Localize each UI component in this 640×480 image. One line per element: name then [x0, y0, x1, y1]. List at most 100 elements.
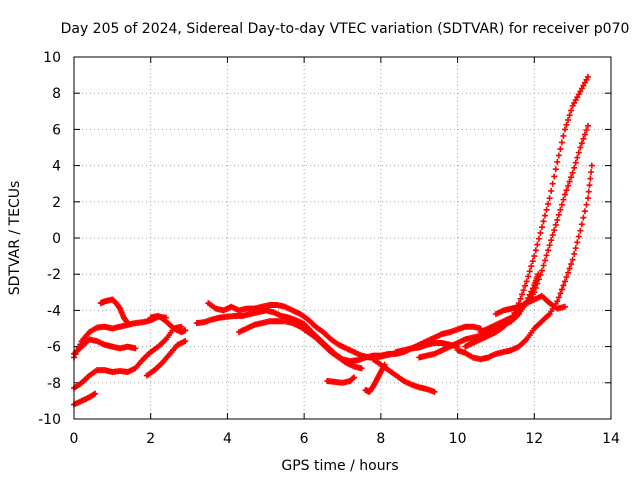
y-tick-label: -2	[47, 267, 61, 283]
y-tick-label: 6	[52, 122, 61, 138]
data-point	[537, 229, 544, 236]
y-tick-label: -6	[47, 340, 61, 356]
data-point	[588, 169, 595, 176]
x-tick-label: 14	[602, 431, 620, 447]
data-point	[182, 327, 189, 334]
data-point	[548, 237, 555, 244]
data-point	[178, 323, 185, 330]
data-point	[569, 169, 576, 176]
data-point	[529, 258, 536, 265]
x-tick-label: 4	[223, 431, 232, 447]
data-point	[538, 224, 545, 231]
series-arc-4	[71, 390, 99, 408]
data-point	[551, 173, 558, 180]
y-tick-label: 10	[43, 50, 61, 66]
data-point	[575, 149, 582, 156]
data-point	[557, 145, 564, 152]
series-arc-11	[324, 374, 358, 386]
data-point	[548, 187, 555, 194]
data-point	[540, 262, 547, 269]
series-arc-10	[235, 318, 365, 372]
data-point	[542, 257, 549, 264]
data-point	[358, 365, 365, 372]
data-point	[560, 196, 567, 203]
data-point	[578, 140, 585, 147]
y-tick-label: 8	[52, 86, 61, 102]
data-point	[566, 178, 573, 185]
x-tick-label: 2	[146, 431, 155, 447]
data-point	[574, 154, 581, 161]
data-point	[537, 271, 544, 278]
data-point	[519, 291, 526, 298]
data-point	[534, 280, 541, 287]
series-arc-19	[492, 292, 568, 318]
data-point	[566, 265, 573, 272]
series-arc-2	[71, 336, 139, 357]
data-point	[542, 212, 549, 219]
data-point	[588, 162, 595, 169]
data-point	[132, 345, 139, 352]
data-point	[534, 241, 541, 248]
data-point	[555, 152, 562, 159]
data-point	[549, 232, 556, 239]
data-point	[568, 261, 575, 268]
data-point	[351, 374, 358, 381]
x-axis-label: GPS time / hours	[281, 458, 398, 474]
data-point	[580, 135, 587, 142]
data-point	[586, 182, 593, 189]
data-point	[525, 273, 532, 280]
data-point	[581, 208, 588, 215]
data-point	[522, 282, 529, 289]
data-point	[531, 253, 538, 260]
data-point	[555, 294, 562, 301]
data-point	[558, 286, 565, 293]
data-point	[554, 158, 561, 165]
data-point	[565, 182, 572, 189]
series-arc-8	[193, 307, 484, 365]
data-point	[572, 159, 579, 166]
data-point	[563, 187, 570, 194]
data-point	[535, 235, 542, 242]
data-point	[583, 127, 590, 134]
y-tick-label: -4	[47, 303, 61, 319]
data-point	[561, 191, 568, 198]
data-point	[584, 122, 591, 129]
data-point	[554, 298, 561, 305]
y-tick-label: -8	[47, 376, 61, 392]
tick-labels: 0 2 4 6 8 10 12 14 -10 -8 -6 -4 -2 0 2 4 6 8 10	[38, 50, 620, 447]
series-arc-14	[393, 339, 461, 356]
plot-border	[73, 56, 612, 420]
x-tick-label: 10	[449, 431, 467, 447]
data-point	[557, 290, 564, 297]
series-arc-1	[71, 313, 170, 361]
data-point	[517, 295, 524, 302]
y-tick-label: 4	[52, 159, 61, 175]
series-arc-16	[454, 162, 595, 363]
data-point	[566, 112, 573, 119]
data-point	[538, 267, 545, 274]
data-point	[92, 390, 99, 397]
data-point	[545, 247, 552, 254]
data-point	[431, 388, 438, 395]
data-point	[569, 256, 576, 263]
data-point	[561, 303, 568, 310]
y-axis-label: SDTVAR / TECUs	[7, 181, 23, 296]
data-point	[578, 221, 585, 228]
data-point	[558, 139, 565, 146]
data-point	[565, 116, 572, 123]
x-tick-label: 0	[70, 431, 79, 447]
y-tick-label: 2	[52, 195, 61, 211]
data-point	[552, 166, 559, 173]
data-point	[565, 269, 572, 276]
data-point	[540, 218, 547, 225]
data-point	[560, 132, 567, 139]
data-point	[545, 200, 552, 207]
data-point	[577, 227, 584, 234]
data-point	[520, 287, 527, 294]
data-point	[561, 126, 568, 133]
x-tick-label: 8	[376, 431, 385, 447]
data-point	[526, 268, 533, 275]
series-arc-5	[97, 296, 131, 327]
data-point	[546, 242, 553, 249]
data-point	[557, 206, 564, 213]
